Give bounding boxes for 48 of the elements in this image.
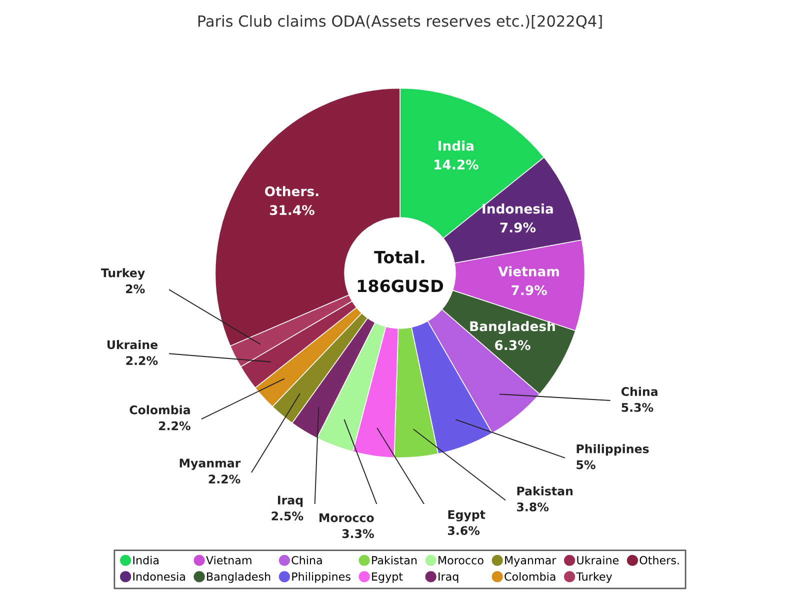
legend-label: Indonesia [133, 572, 185, 581]
data-label: 6.3% [495, 340, 530, 350]
data-label: 14.2% [434, 160, 478, 170]
legend-label: Morocco [438, 556, 484, 564]
data-label: 7.9% [512, 285, 547, 296]
legend-label: Vietnam [206, 556, 252, 564]
data-label: 2.2% [159, 421, 190, 430]
slice-label: Morocco [320, 513, 374, 522]
slice-label: Others. [265, 186, 318, 196]
data-label: 2.5% [272, 512, 304, 520]
legend-label: Turkey [576, 572, 612, 583]
text: 186GUSD [358, 280, 444, 292]
legend-label: Pakistan [372, 556, 417, 564]
slice-label: Turkey [100, 268, 145, 280]
legend-label: Egypt [372, 572, 403, 583]
slice-label: Colombia [130, 405, 190, 414]
legend-label: Others. [640, 556, 679, 564]
legend-label: Philippines [292, 572, 350, 583]
slice-label: Iraq [278, 496, 303, 507]
data-label: 3.6% [448, 526, 480, 535]
slice-label: Philippines [576, 444, 649, 456]
legend-label: Iraq [438, 572, 458, 583]
data-label: 5.3% [622, 402, 654, 412]
slice-label: Vietnam [498, 266, 559, 276]
slice-label: Bangladesh [470, 321, 555, 334]
slice-label: Pakistan [517, 486, 573, 496]
data-label: 31.4% [270, 205, 314, 216]
slice-label: Myanmar [180, 458, 241, 470]
slice-label: India [438, 140, 474, 151]
legend-label: China [292, 556, 322, 564]
data-label: 3.3% [342, 529, 374, 538]
slice-label: China [621, 386, 658, 396]
chart-title: Paris Club claims ODA(Assets reserves etc.)[2022Q4] [198, 15, 602, 29]
legend-label: India [133, 556, 158, 564]
legend-label: Ukraine [577, 556, 619, 564]
legend-label: Colombia [504, 572, 556, 581]
data-label: 2.2% [126, 356, 158, 366]
legend-label: Myanmar [505, 556, 556, 567]
slice-label: Indonesia [482, 204, 553, 214]
legend-label: Bangladesh [207, 572, 270, 583]
data-label: 2% [126, 284, 145, 294]
slice-label: Egypt [448, 510, 486, 522]
slice-label: Ukraine [107, 340, 158, 350]
data-label: 7.9% [500, 222, 536, 233]
text: Total. [374, 250, 424, 264]
data-label: 3.8% [517, 502, 549, 512]
data-label: 5% [576, 460, 596, 470]
data-label: 2.2% [208, 474, 240, 484]
